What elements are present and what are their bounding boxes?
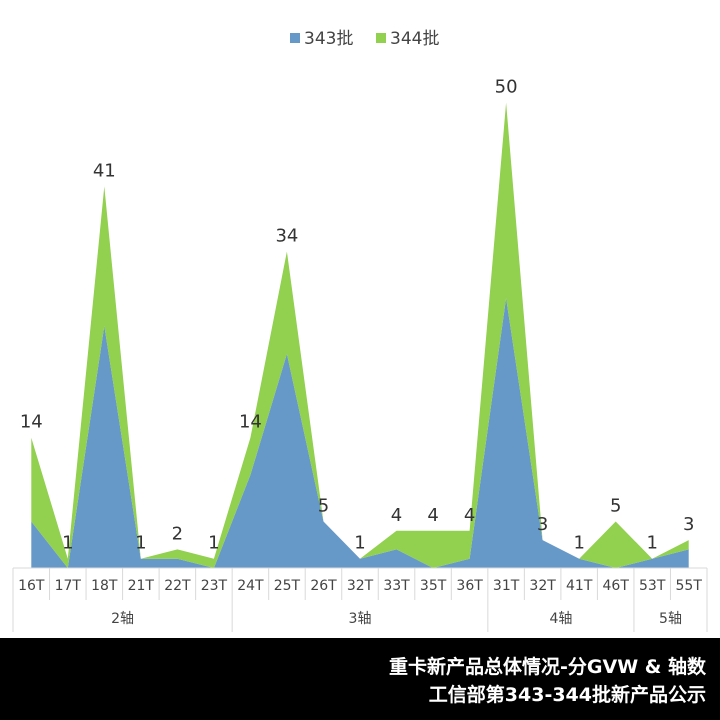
category-label: 41T bbox=[566, 578, 593, 594]
data-label: 1 bbox=[573, 533, 584, 554]
group-label: 4轴 bbox=[549, 611, 572, 627]
data-label: 50 bbox=[495, 77, 518, 98]
category-label: 18T bbox=[91, 578, 118, 594]
category-label: 24T bbox=[237, 578, 264, 594]
data-label: 1 bbox=[62, 533, 73, 554]
footer-banner: 重卡新产品总体情况-分GVW & 轴数 工信部第343-344批新产品公示 bbox=[0, 638, 720, 720]
data-label: 1 bbox=[208, 533, 219, 554]
legend-label: 343批 bbox=[304, 29, 353, 49]
data-label: 4 bbox=[464, 505, 475, 526]
category-label: 55T bbox=[676, 578, 703, 594]
data-label: 1 bbox=[135, 533, 146, 554]
legend-swatch bbox=[376, 33, 386, 43]
data-label: 5 bbox=[610, 496, 621, 517]
group-label: 2轴 bbox=[111, 611, 134, 627]
data-label: 14 bbox=[20, 412, 43, 433]
category-label: 35T bbox=[420, 578, 447, 594]
category-label: 32T bbox=[529, 578, 556, 594]
data-label: 4 bbox=[391, 505, 402, 526]
category-axis: 16T 17T 18T 21T 22T 23T 24T 25T 26T 32T 33T 35T 36T 3… bbox=[12, 567, 708, 632]
data-label: 3 bbox=[683, 514, 694, 535]
legend-swatch bbox=[290, 33, 300, 43]
data-label: 34 bbox=[275, 226, 298, 247]
category-label: 22T bbox=[164, 578, 191, 594]
data-label: 4 bbox=[427, 505, 438, 526]
group-label: 5轴 bbox=[659, 611, 682, 627]
category-label: 46T bbox=[603, 578, 630, 594]
data-label: 1 bbox=[646, 533, 657, 554]
category-label: 36T bbox=[456, 578, 483, 594]
data-label: 2 bbox=[172, 523, 183, 544]
category-label: 21T bbox=[128, 578, 155, 594]
data-label: 5 bbox=[318, 496, 329, 517]
category-label: 31T bbox=[493, 578, 520, 594]
category-label: 32T bbox=[347, 578, 374, 594]
category-label: 33T bbox=[383, 578, 410, 594]
data-label: 41 bbox=[93, 160, 116, 181]
category-label: 16T bbox=[18, 578, 45, 594]
legend-label: 344批 bbox=[390, 29, 439, 49]
chart-area: 343批 344批 14 1 41 1 2 1 14 34 5 1 4 4 4 50 3 1 5 1 3 16T 17T… bbox=[12, 29, 708, 632]
legend: 343批 344批 bbox=[290, 29, 439, 49]
category-label: 17T bbox=[55, 578, 82, 594]
category-label: 53T bbox=[639, 578, 666, 594]
data-label: 14 bbox=[239, 412, 262, 433]
category-label: 25T bbox=[274, 578, 301, 594]
footer-subtitle: 工信部第343-344批新产品公示 bbox=[428, 684, 706, 706]
data-label: 1 bbox=[354, 533, 365, 554]
series-area-1 bbox=[31, 298, 689, 568]
footer-title: 重卡新产品总体情况-分GVW & 轴数 bbox=[389, 656, 706, 678]
plot-areas bbox=[31, 102, 689, 568]
category-label: 26T bbox=[310, 578, 337, 594]
data-label: 3 bbox=[537, 514, 548, 535]
category-label: 23T bbox=[201, 578, 228, 594]
group-label: 3轴 bbox=[349, 611, 372, 627]
